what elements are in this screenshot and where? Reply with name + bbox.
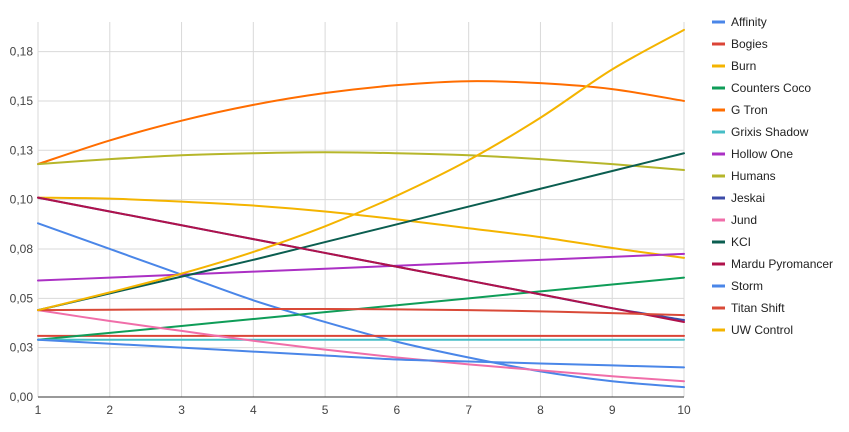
series-line-affinity	[37, 222, 685, 389]
legend-label-kci: KCI	[731, 235, 751, 249]
y-tick-label: 0,05	[10, 291, 34, 305]
legend-label-titan-shift: Titan Shift	[731, 301, 785, 315]
series-line-titan-shift	[37, 307, 685, 317]
grid-lines	[37, 22, 685, 397]
y-tick-label: 0,18	[10, 45, 34, 59]
series-line-mardu-pyromancer	[37, 196, 685, 323]
x-tick-label: 3	[178, 403, 185, 417]
legend-label-uw-control: UW Control	[731, 323, 793, 337]
legend-label-affinity: Affinity	[731, 15, 767, 29]
y-tick-label: 0,10	[10, 193, 34, 207]
legend-label-jeskai: Jeskai	[731, 191, 765, 205]
x-tick-label: 7	[465, 403, 472, 417]
series-line-burn	[37, 196, 685, 259]
x-tick-label: 8	[537, 403, 544, 417]
series-line-humans	[37, 151, 685, 172]
x-tick-label: 10	[677, 403, 691, 417]
x-tick-label: 1	[35, 403, 42, 417]
legend-label-bogies: Bogies	[731, 37, 768, 51]
x-tick-label: 5	[322, 403, 329, 417]
y-tick-label: 0,15	[10, 94, 34, 108]
series-line-g-tron	[37, 80, 685, 166]
legend-label-jund: Jund	[731, 213, 757, 227]
series-line-hollow-one	[37, 252, 685, 282]
x-tick-label: 9	[609, 403, 616, 417]
y-tick-label: 0,08	[10, 242, 34, 256]
legend: Affinity Bogies Burn Counters Coco G Tron Gri…	[712, 15, 833, 337]
y-tick-label: 0,13	[10, 143, 34, 157]
x-tick-label: 6	[394, 403, 401, 417]
y-tick-label: 0,00	[10, 390, 34, 404]
x-tick-label: 4	[250, 403, 257, 417]
legend-label-g-tron: G Tron	[731, 103, 768, 117]
legend-label-humans: Humans	[731, 169, 776, 183]
legend-label-hollow-one: Hollow One	[731, 147, 793, 161]
series-line-kci	[37, 152, 685, 312]
series-line-storm	[37, 338, 685, 369]
series-line-uw-control	[37, 28, 685, 312]
legend-label-storm: Storm	[731, 279, 763, 293]
legend-label-burn: Burn	[731, 59, 756, 73]
series-line-jund	[37, 309, 685, 383]
x-tick-label: 2	[106, 403, 113, 417]
series-lines	[37, 28, 685, 389]
legend-label-mardu-pyromancer: Mardu Pyromancer	[731, 257, 833, 271]
legend-label-counters-coco: Counters Coco	[731, 81, 811, 95]
tick-labels: 0,00 0,03 0,05 0,08 0,10 0,13 0,15 0,18 1 2 3 4 5 6 7 8…	[10, 45, 691, 417]
legend-label-grixis-shadow: Grixis Shadow	[731, 125, 809, 139]
y-tick-label: 0,03	[10, 341, 34, 355]
